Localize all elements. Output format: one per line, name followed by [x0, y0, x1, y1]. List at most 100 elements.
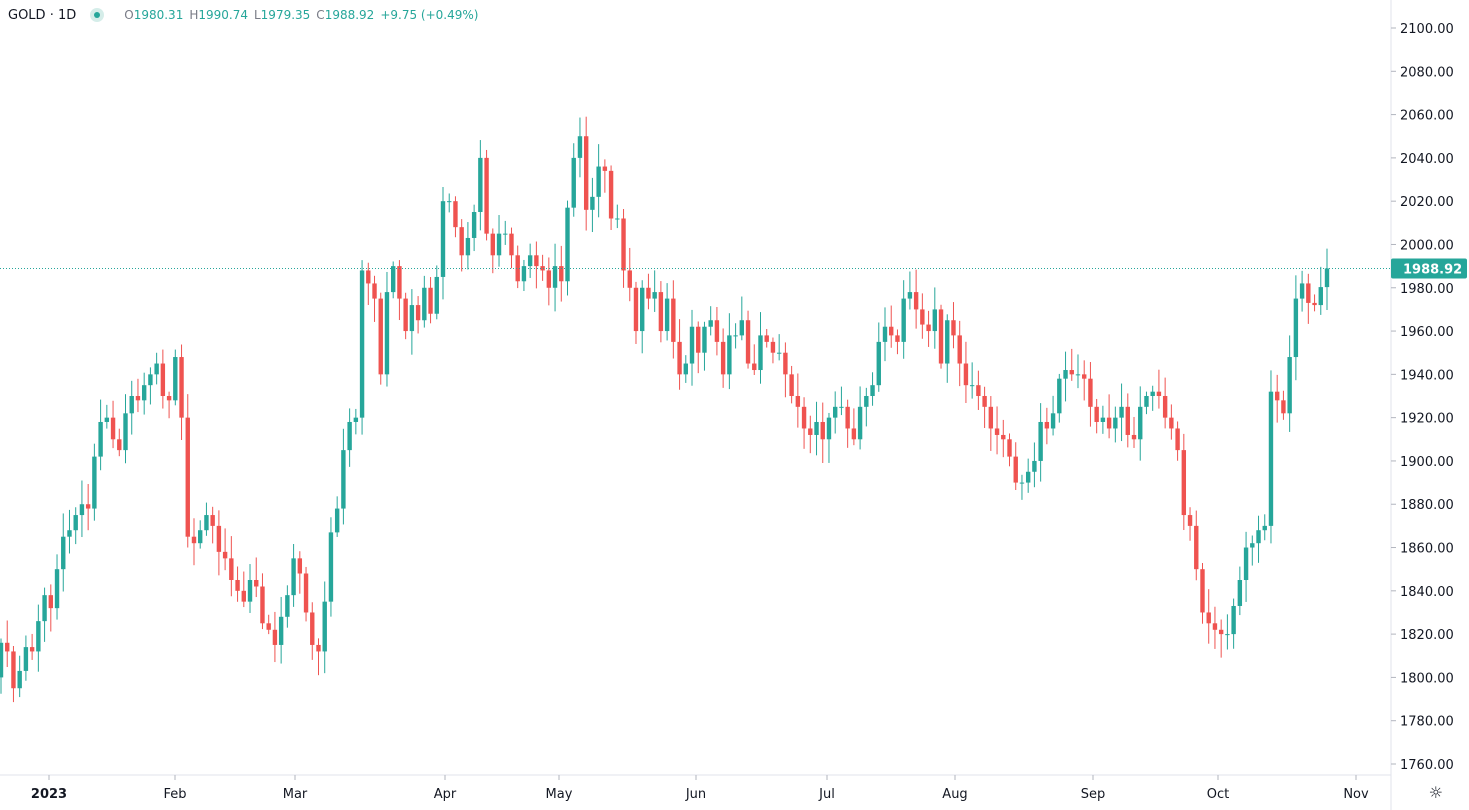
candle	[764, 328, 769, 348]
candle	[372, 275, 377, 322]
candle-body	[471, 212, 477, 238]
candle-body	[5, 642, 10, 652]
candle-body	[1169, 417, 1174, 429]
candle-body	[1281, 400, 1286, 414]
candle-body	[1181, 450, 1187, 516]
candle	[864, 387, 869, 427]
candle-body	[758, 335, 763, 371]
candle-body	[36, 621, 41, 652]
candle-body	[366, 270, 371, 284]
candle-body	[341, 450, 346, 509]
candle	[509, 227, 514, 269]
candle	[453, 196, 458, 238]
candle-body	[546, 270, 552, 288]
candle	[969, 362, 975, 399]
candle	[229, 536, 234, 597]
candle-body	[1299, 283, 1305, 299]
candle-body	[976, 385, 981, 396]
candle-body	[216, 525, 222, 552]
candle-body	[403, 298, 408, 332]
candle	[1082, 360, 1087, 401]
market-status-icon	[90, 8, 105, 22]
candle-body	[739, 320, 745, 336]
candle	[1212, 606, 1218, 649]
candle-body	[54, 569, 60, 609]
candle	[789, 365, 794, 404]
candle	[1324, 248, 1330, 310]
candle-body	[963, 363, 969, 386]
candle-body	[42, 595, 47, 622]
candle-body	[11, 651, 16, 689]
time-tick-label: Sep	[1081, 787, 1106, 802]
candle	[316, 638, 321, 676]
candle-body	[1082, 374, 1087, 379]
candle	[1013, 442, 1018, 490]
candle-body	[1250, 543, 1255, 548]
gear-icon[interactable]: ☼	[1428, 783, 1443, 802]
candle	[696, 321, 701, 374]
low-label: L	[253, 8, 261, 22]
time-axis[interactable]: 2023 Feb Mar Apr May Jun Jul Aug Sep Oct Nov	[31, 775, 1369, 802]
candle-body	[1324, 268, 1330, 288]
candle-body	[247, 580, 253, 602]
candle-body	[503, 233, 508, 235]
candle	[154, 352, 159, 385]
candle	[166, 391, 172, 419]
candle	[303, 566, 309, 622]
symbol-title[interactable]: GOLD · 1D	[8, 7, 77, 23]
candle	[434, 265, 439, 320]
candle-body	[938, 309, 944, 364]
candle	[1293, 275, 1299, 381]
candle	[1138, 386, 1143, 461]
candle	[982, 386, 987, 428]
candle	[285, 585, 290, 628]
candle-body	[260, 586, 265, 624]
candle	[148, 367, 153, 405]
candle-body	[982, 396, 987, 407]
candle	[235, 566, 240, 602]
candle-body	[428, 287, 433, 314]
candle-body	[334, 508, 340, 533]
price-axis[interactable]: 2100.00 2080.00 2060.00 2040.00 2020.00 2000.…	[1391, 22, 1454, 773]
candle	[459, 219, 464, 272]
candle-body	[820, 421, 825, 440]
candle-body	[988, 406, 994, 429]
candle-body	[297, 558, 303, 574]
candle-body	[1025, 471, 1031, 483]
candle	[1106, 394, 1112, 439]
price-tick-label: 1780.00	[1400, 715, 1454, 730]
candle-body	[154, 363, 159, 375]
candle-body	[1050, 413, 1056, 429]
candle-body	[135, 396, 141, 401]
candle-body	[1131, 434, 1137, 440]
candle	[671, 280, 676, 359]
candle	[73, 507, 78, 545]
candle-body	[1187, 515, 1193, 526]
candle	[471, 204, 477, 252]
candle	[1125, 393, 1130, 448]
candle	[1044, 407, 1050, 445]
candle	[901, 280, 906, 359]
time-tick-label: May	[546, 787, 573, 802]
candle	[1274, 374, 1280, 423]
candle-body	[1013, 456, 1018, 483]
candle	[1001, 419, 1006, 458]
price-tick-label: 2080.00	[1400, 65, 1454, 80]
candle-body	[552, 266, 558, 288]
candle-body	[870, 385, 875, 396]
candle-body	[48, 595, 54, 609]
candle	[160, 349, 166, 409]
candle	[577, 117, 583, 178]
candle-body	[521, 266, 527, 282]
candle	[484, 149, 489, 241]
candle-body	[490, 233, 496, 256]
price-tick-label: 2100.00	[1400, 22, 1454, 37]
candle	[683, 355, 688, 383]
candle	[98, 399, 103, 471]
candle-body	[222, 551, 228, 559]
candle-body	[534, 255, 539, 267]
candle	[552, 243, 558, 312]
candle-body	[123, 413, 128, 451]
candle-body	[117, 439, 122, 451]
